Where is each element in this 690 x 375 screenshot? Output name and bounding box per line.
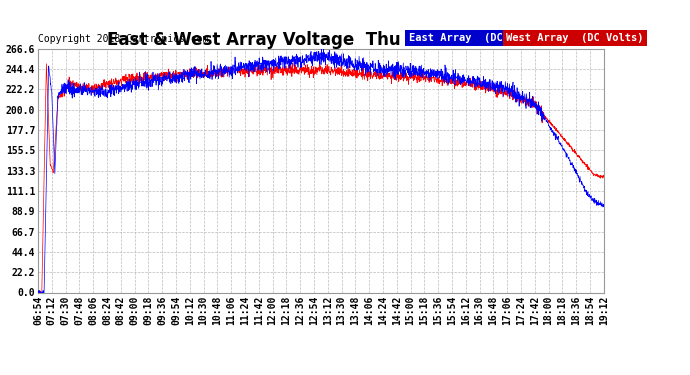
Title: East & West Array Voltage  Thu Mar 29  19:13: East & West Array Voltage Thu Mar 29 19:…: [106, 31, 535, 49]
Text: West Array  (DC Volts): West Array (DC Volts): [506, 33, 644, 43]
Text: East Array  (DC Volts): East Array (DC Volts): [408, 33, 546, 43]
Text: Copyright 2018 Cartronics.com: Copyright 2018 Cartronics.com: [38, 34, 208, 44]
